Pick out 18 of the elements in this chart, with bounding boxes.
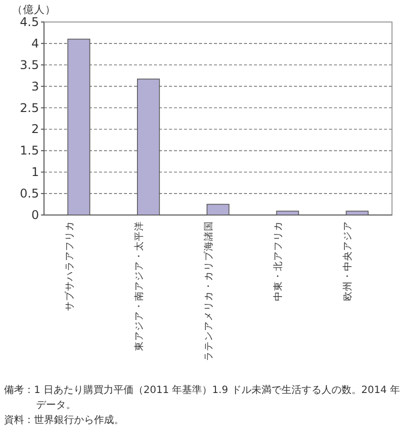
y-tick-label: 4 [31, 36, 39, 50]
text: 備考：1 日あたり購買力平価（2011 年基準）1.9 ドル未満で生活する人の数。2014 年データ。 [4, 384, 401, 413]
y-axis-title: （億人） [12, 3, 56, 16]
x-tick-label: 欧州・中央アジア [342, 221, 354, 301]
x-tick-label: サブサハラアフリカ [63, 221, 76, 311]
y-tick-label: 2 [31, 122, 39, 136]
x-tick-label: 中東・北アフリカ [272, 221, 284, 301]
x-tick-label: ラテンアメリカ・カリブ海諸国 [202, 221, 214, 361]
y-tick-label: 2.5 [20, 100, 39, 115]
y-tick-label: 0.5 [20, 186, 39, 201]
y-tick-label: 3 [31, 79, 39, 94]
text: 資料：世界銀行から作成。 [4, 414, 125, 428]
x-tick-label: 東アジア・南アジア・太平洋 [132, 221, 145, 351]
y-tick-label: 1.5 [20, 144, 39, 158]
y-tick-label: 1 [31, 165, 39, 180]
y-tick-label: 4.5 [20, 15, 39, 29]
y-tick-label: 0 [31, 208, 39, 222]
y-tick-label: 3.5 [20, 58, 39, 72]
